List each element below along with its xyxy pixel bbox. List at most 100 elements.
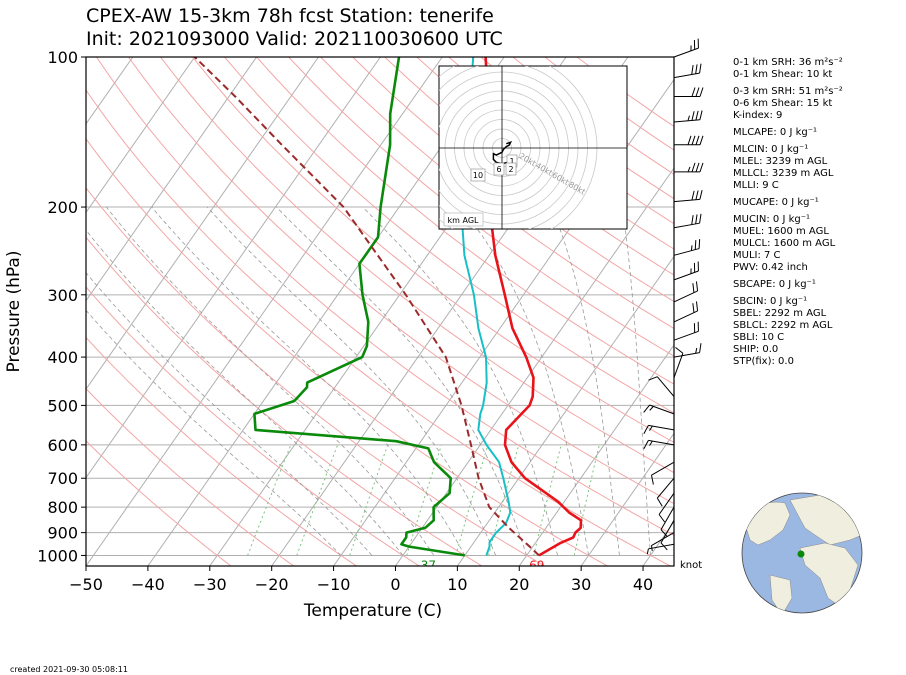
location-globe — [741, 492, 863, 614]
barb-flag — [699, 63, 702, 74]
y-tick-label: 300 — [47, 286, 78, 305]
wind-barb — [674, 87, 704, 97]
x-tick-label: −10 — [317, 575, 351, 594]
moist-adiabat-line — [206, 206, 497, 556]
indices-panel: 0-1 km SRH: 36 m²s⁻² 0-1 km Shear: 10 kt 0… — [733, 57, 903, 367]
wind-barb — [673, 281, 699, 303]
barb-flag — [656, 497, 663, 507]
dry-adiabat-line — [192, 57, 674, 444]
isotherm-line — [456, 255, 674, 566]
barb-shaft — [673, 119, 700, 123]
x-tick-label: 20 — [509, 575, 529, 594]
hodograph-height-label: 10 — [473, 171, 483, 180]
barb-half-flag — [646, 548, 649, 555]
index-line: MLCIN: 0 J kg⁻¹ — [733, 144, 809, 155]
hodograph-height-box — [505, 162, 517, 176]
index-line: MLLI: 9 C — [733, 180, 779, 191]
index-line: SBCIN: 0 J kg⁻¹ — [733, 296, 808, 307]
chart-title-line1: CPEX-AW 15-3km 78h fcst Station: tenerif… — [86, 5, 494, 27]
barb-shaft — [673, 330, 699, 341]
wind-barb — [673, 261, 699, 281]
x-tick-label: 30 — [571, 575, 591, 594]
barb-shaft — [648, 439, 675, 446]
barb-flag — [692, 303, 695, 313]
axes: −50 −40 −30 −20 −10 0 10 20 30 40 100 200 300 400 500 6… — [4, 48, 675, 621]
index-line: 0-6 km Shear: 15 kt — [733, 98, 833, 109]
barb-flag — [650, 475, 654, 485]
dry-adiabat-line — [86, 138, 608, 566]
barb-flag — [698, 239, 701, 249]
barb-shaft — [648, 543, 675, 550]
hodograph-height-label: 2 — [508, 165, 513, 174]
index-line: K-index: 9 — [733, 110, 783, 121]
barb-shaft — [649, 404, 675, 415]
barb-shaft — [660, 506, 675, 530]
index-line: SBLI: 10 C — [733, 332, 785, 343]
x-tick-label: 40 — [633, 575, 653, 594]
barb-flag — [697, 261, 699, 272]
moist-adiabat-line — [86, 309, 342, 556]
mixing-ratio-line — [455, 444, 489, 556]
dry-adiabat-line — [384, 57, 674, 276]
barb-flag — [691, 190, 695, 201]
wind-barb — [646, 543, 675, 555]
moist-adiabat-line — [362, 206, 558, 556]
hodograph-unit-label: km AGL — [448, 216, 480, 225]
barb-half-flag — [649, 440, 653, 446]
wind-barb — [658, 492, 675, 523]
dry-adiabat-line — [224, 57, 674, 414]
wind-barb — [673, 63, 702, 79]
profile-annotation: 69 — [529, 559, 544, 573]
y-tick-label: 400 — [47, 348, 78, 367]
y-tick-label: 900 — [47, 524, 78, 543]
barb-half-flag — [649, 406, 654, 411]
wind-barbs — [643, 38, 704, 555]
dry-adiabat-line — [86, 89, 671, 566]
barb-shaft — [673, 310, 698, 323]
barb-flag — [691, 162, 696, 173]
isotherm-line — [518, 344, 674, 566]
isotherm-line — [86, 57, 258, 302]
wind-barb — [660, 506, 675, 538]
barb-shaft — [651, 532, 675, 547]
barb-flag — [648, 376, 658, 381]
moist-adiabat-line — [86, 272, 373, 556]
y-tick-label: 200 — [47, 198, 78, 217]
wind-barb — [648, 376, 675, 397]
moist-adiabat-line — [86, 229, 404, 556]
barb-shaft — [673, 47, 699, 58]
barb-shaft — [656, 376, 675, 397]
y-tick-label: 500 — [47, 396, 78, 415]
wind-barb — [674, 162, 704, 173]
barb-flag — [658, 514, 666, 523]
profile-annotation: 37 — [421, 559, 436, 573]
dry-adiabat-line — [86, 187, 546, 566]
barb-shaft — [673, 352, 700, 358]
dry-adiabat-line — [86, 286, 420, 566]
y-tick-label: 100 — [47, 48, 78, 67]
barb-flag — [699, 213, 702, 224]
isotherm-line — [580, 432, 674, 566]
barb-flag — [695, 281, 699, 291]
barb-half-flag — [687, 115, 690, 121]
barb-flag — [699, 110, 703, 120]
barb-shaft — [673, 353, 684, 378]
isotherm-line — [86, 57, 319, 391]
hodograph-height-box — [493, 162, 505, 176]
index-line: SBEL: 2292 m AGL — [733, 308, 827, 319]
dry-adiabat-line — [86, 387, 294, 566]
barb-shaft — [648, 424, 675, 431]
barb-flag — [695, 87, 700, 97]
wind-barb — [643, 424, 675, 434]
y-tick-label: 600 — [47, 436, 78, 455]
barb-flag — [643, 425, 649, 434]
barb-flag — [675, 346, 684, 354]
index-line: SBCAPE: 0 J kg⁻¹ — [733, 279, 816, 290]
index-line: MULCL: 1600 m AGL — [733, 238, 836, 249]
barb-shaft — [651, 461, 675, 476]
x-tick-label: −30 — [193, 575, 227, 594]
moist-adiabat-line — [105, 206, 435, 556]
index-line: MLCAPE: 0 J kg⁻¹ — [733, 127, 818, 138]
hodograph-frame — [438, 65, 628, 230]
